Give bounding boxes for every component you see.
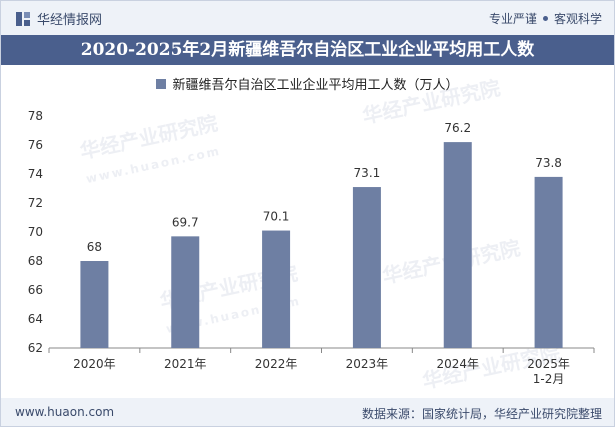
x-tick-label: 2024年 xyxy=(436,357,479,371)
brand: 华经情报网 xyxy=(15,9,102,28)
footer-source: 数据来源：国家统计局，华经产业研究院整理 xyxy=(361,407,602,421)
y-tick-label: 62 xyxy=(28,341,43,355)
slogan: 专业严谨 客观科学 xyxy=(489,10,602,27)
data-label: 73.8 xyxy=(535,156,562,170)
bar xyxy=(534,176,563,348)
legend: 新疆维吾尔自治区工业企业平均用工人数（万人） xyxy=(1,74,614,93)
data-label: 76.2 xyxy=(444,121,471,135)
y-tick-label: 64 xyxy=(28,312,43,326)
data-label: 73.1 xyxy=(354,166,381,180)
x-tick-label: 2020年 xyxy=(73,357,116,371)
bar xyxy=(352,187,381,348)
y-tick-label: 76 xyxy=(28,138,43,152)
x-tick-label: 2022年 xyxy=(255,357,298,371)
data-label: 69.7 xyxy=(172,215,199,229)
top-bar: 华经情报网 专业严谨 客观科学 xyxy=(1,1,614,35)
footer: www.huaon.com 数据来源：国家统计局，华经产业研究院整理 xyxy=(1,398,614,426)
x-tick-label: 2023年 xyxy=(346,357,389,371)
bar xyxy=(80,261,109,348)
y-tick-label: 66 xyxy=(28,283,43,297)
y-tick-label: 74 xyxy=(28,167,43,181)
y-tick-label: 72 xyxy=(28,196,43,210)
y-tick-label: 68 xyxy=(28,254,43,268)
y-tick-label: 78 xyxy=(28,109,43,123)
brand-name: 华经情报网 xyxy=(37,13,103,28)
bar xyxy=(171,236,200,348)
legend-swatch-icon xyxy=(156,78,167,89)
x-tick-label: 2021年 xyxy=(164,357,207,371)
chart-title: 2020-2025年2月新疆维吾尔自治区工业企业平均用工人数 xyxy=(1,35,614,65)
footer-website: www.huaon.com xyxy=(15,405,115,419)
legend-label: 新疆维吾尔自治区工业企业平均用工人数（万人） xyxy=(172,78,459,93)
data-label: 70.1 xyxy=(263,210,290,224)
data-label: 68 xyxy=(87,240,102,254)
huajing-logo-icon xyxy=(16,11,30,26)
slogan-right: 客观科学 xyxy=(553,12,602,26)
x-tick-label: 2025年 xyxy=(527,357,570,371)
bar xyxy=(262,230,291,348)
separator-dot-icon xyxy=(542,16,548,21)
bar xyxy=(443,142,472,348)
y-tick-label: 70 xyxy=(28,225,43,239)
x-tick-label: 1-2月 xyxy=(533,372,565,386)
slogan-left: 专业严谨 xyxy=(488,12,537,26)
